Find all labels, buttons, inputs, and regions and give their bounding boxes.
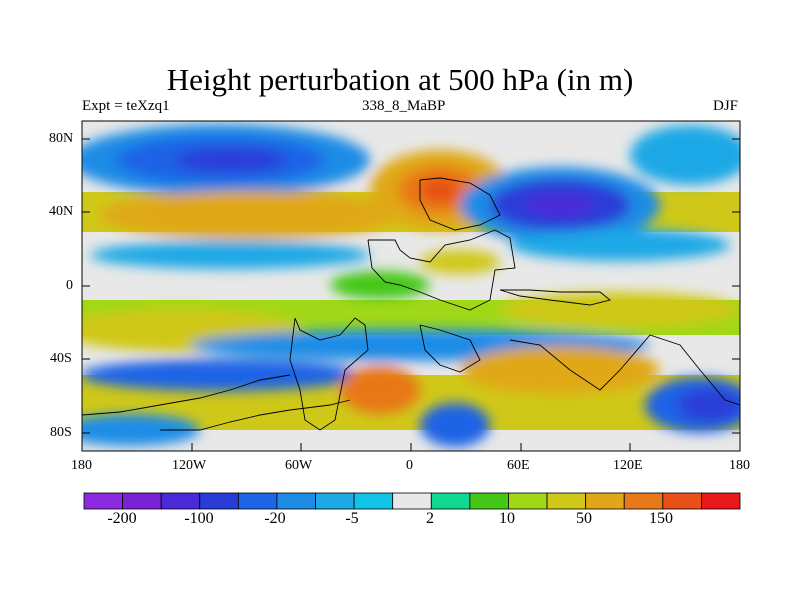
colorbar-swatch <box>623 492 664 510</box>
lat-tick-0: 0 <box>66 278 73 293</box>
lat-tick-80n: 80N <box>49 131 74 146</box>
lon-tick-180w: 180 <box>71 458 92 473</box>
colorbar-swatch <box>83 492 123 510</box>
colorbar-label-m200: -200 <box>107 510 137 527</box>
lat-tick-40n: 40N <box>49 204 74 219</box>
colorbar <box>83 492 741 510</box>
colorbar-swatch <box>353 492 394 510</box>
height-field <box>82 121 740 451</box>
lon-tick-60w: 60W <box>285 458 313 473</box>
colorbar-swatch <box>276 492 316 510</box>
lon-tick-180e: 180 <box>729 458 750 473</box>
colorbar-swatch <box>122 492 162 510</box>
coastlines <box>82 177 740 431</box>
colorbar-label-m5: -5 <box>345 510 359 527</box>
lat-tick-80s: 80S <box>50 425 72 440</box>
colorbar-label-m100: -100 <box>184 510 214 527</box>
colorbar-label-2: 2 <box>426 510 434 527</box>
colorbar-label-10: 10 <box>499 510 515 527</box>
lat-tick-40s: 40S <box>50 351 72 366</box>
colorbar-swatch <box>546 492 587 510</box>
colorbar-swatch <box>315 492 355 510</box>
colorbar-label-m20: -20 <box>264 510 286 527</box>
lon-tick-120w: 120W <box>172 458 207 473</box>
colorbar-label-150: 150 <box>649 510 673 527</box>
colorbar-swatch <box>508 492 548 510</box>
colorbar-swatch <box>701 492 741 510</box>
experiment-label: Expt = teXzq1 <box>82 98 170 114</box>
lon-tick-60e: 60E <box>507 458 530 473</box>
map-title: Height perturbation at 500 hPa (in m) <box>166 62 634 97</box>
colorbar-swatch <box>160 492 201 510</box>
colorbar-swatch <box>662 492 702 510</box>
colorbar-label-50: 50 <box>576 510 592 527</box>
lon-tick-0: 0 <box>406 458 413 473</box>
period-label: 338_8_MaBP <box>362 98 446 114</box>
lon-tick-120e: 120E <box>613 458 643 473</box>
colorbar-swatch <box>430 492 471 510</box>
colorbar-swatch <box>469 492 509 510</box>
colorbar-swatch <box>237 492 278 510</box>
axis-ticks <box>81 138 741 451</box>
colorbar-swatch <box>392 492 432 510</box>
colorbar-swatch <box>585 492 625 510</box>
colorbar-swatch <box>199 492 239 510</box>
season-label: DJF <box>713 98 739 114</box>
